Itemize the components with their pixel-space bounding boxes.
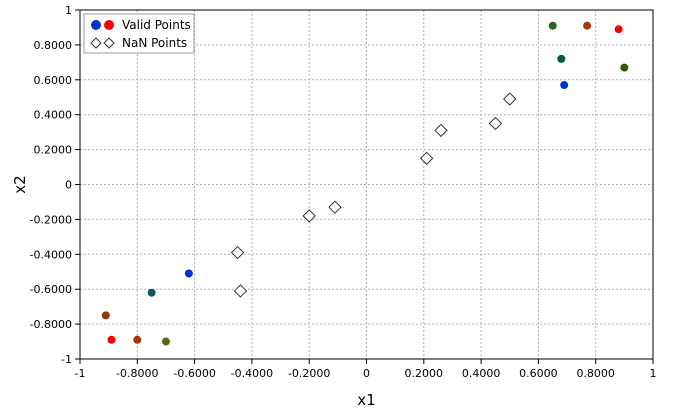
valid-point <box>557 54 566 63</box>
nan-point <box>328 200 342 214</box>
y-axis-title: x2 <box>11 175 29 193</box>
nan-point <box>488 116 503 131</box>
legend-marker-nan <box>103 37 115 49</box>
y-tick-label: -0.4000 <box>30 248 72 261</box>
nan-point <box>233 284 248 298</box>
y-tick-label: -0.2000 <box>30 213 72 226</box>
legend-marker-valid <box>104 20 114 30</box>
x-tick-label: 0 <box>363 367 370 380</box>
legend-label-nan: NaN Points <box>122 36 187 50</box>
x-tick-label: -0.8000 <box>116 367 158 380</box>
x-tick-label: -1 <box>75 367 86 380</box>
y-tick-label: 0.8000 <box>34 39 73 52</box>
valid-point <box>620 63 629 72</box>
nan-point <box>419 151 434 166</box>
valid-point <box>107 335 116 344</box>
x-tick-label: -0.6000 <box>173 367 215 380</box>
grid <box>80 10 653 359</box>
y-tick-label: 0.4000 <box>34 109 73 122</box>
legend-label-valid: Valid Points <box>122 18 191 32</box>
y-tick-label: -1 <box>61 353 72 366</box>
nan-point <box>302 209 316 223</box>
y-tick-label: 0.6000 <box>34 74 73 87</box>
y-tick-label: -0.8000 <box>30 318 72 331</box>
data-marks <box>101 21 629 346</box>
valid-point <box>184 269 193 278</box>
x-tick-label: 0.6000 <box>519 367 558 380</box>
axis-ticks: -1 -0.8000 -0.6000 -0.4000 -0.2000 0 0.2000 0.4… <box>30 4 657 380</box>
valid-point <box>614 25 623 34</box>
x-axis-title: x1 <box>357 391 375 409</box>
x-tick-label: 0.4000 <box>462 367 501 380</box>
x-tick-label: 0.2000 <box>405 367 444 380</box>
legend: Valid Points NaN Points <box>83 13 195 54</box>
x-tick-label: -0.2000 <box>288 367 330 380</box>
valid-point <box>583 21 592 30</box>
y-tick-label: 0.2000 <box>34 144 73 157</box>
legend-marker-nan <box>90 37 102 49</box>
y-tick-label: 0 <box>65 179 72 192</box>
nan-point <box>230 245 245 260</box>
nan-point <box>434 123 448 138</box>
legend-box <box>83 13 195 54</box>
x-tick-label: 0.8000 <box>576 367 615 380</box>
legend-marker-valid <box>91 20 101 30</box>
y-tick-label: -0.6000 <box>30 283 72 296</box>
y-tick-label: 1 <box>65 4 72 17</box>
valid-point <box>560 81 569 90</box>
x-tick-label: -0.4000 <box>231 367 273 380</box>
valid-point <box>133 335 142 344</box>
nan-point <box>503 92 517 106</box>
valid-point <box>548 21 557 30</box>
x-tick-label: 1 <box>650 367 657 380</box>
valid-point <box>101 311 110 320</box>
valid-point <box>147 288 156 297</box>
valid-point <box>161 337 170 346</box>
